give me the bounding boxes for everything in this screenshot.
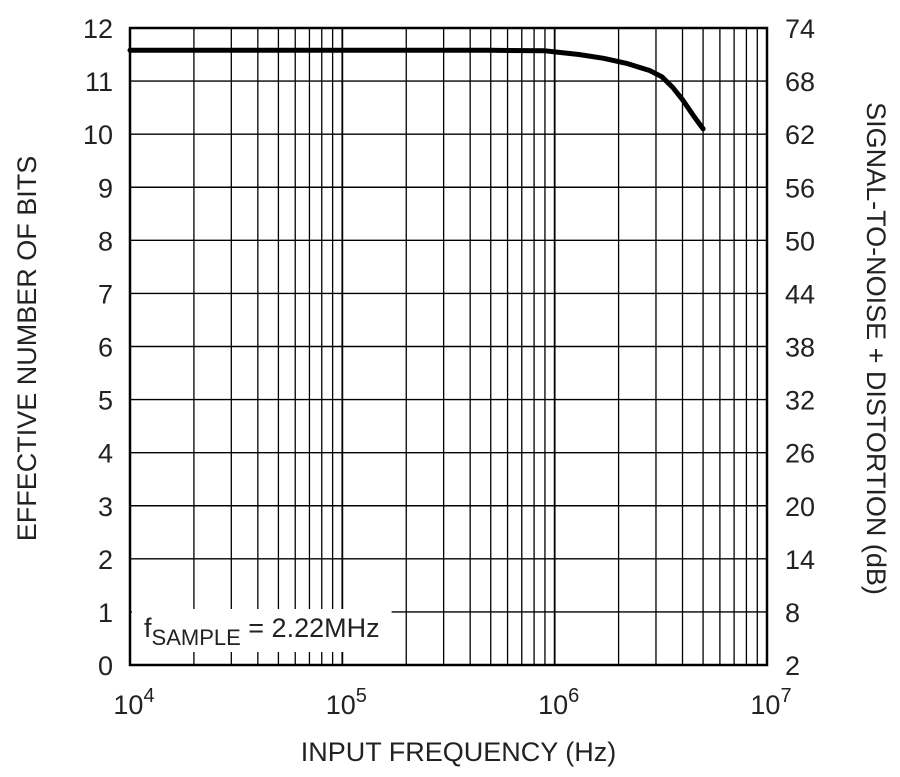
- x-tick-label: 106: [538, 685, 579, 720]
- x-tick-labels: 104 105 106 107: [113, 685, 791, 720]
- y-tick-label: 6: [98, 333, 113, 363]
- x-tick-label: 104: [113, 685, 154, 720]
- y2-tick-label: 74: [785, 14, 815, 44]
- annotation-prefix: f: [144, 613, 152, 643]
- y-tick-label: 0: [98, 651, 113, 681]
- y2-tick-label: 62: [785, 120, 815, 150]
- y2-tick-label: 56: [785, 173, 815, 203]
- y-tick-label: 10: [83, 120, 113, 150]
- x-tick-base: 10: [326, 690, 356, 720]
- y2-tick-label: 50: [785, 226, 815, 256]
- y-tick-label: 4: [98, 439, 113, 469]
- series-line-enob: [127, 47, 706, 132]
- y-tick-label: 3: [98, 492, 113, 522]
- grid-lines: [130, 28, 767, 665]
- x-axis-title: INPUT FREQUENCY (Hz): [301, 737, 617, 767]
- y-tick-label: 1: [98, 598, 113, 628]
- y-tick-label: 7: [98, 279, 113, 309]
- y2-tick-label: 44: [785, 279, 815, 309]
- y2-tick-label: 26: [785, 439, 815, 469]
- x-tick-exponent: 6: [568, 685, 579, 707]
- x-tick-base: 10: [113, 690, 143, 720]
- y-tick-label: 9: [98, 173, 113, 203]
- x-tick-exponent: 4: [143, 685, 154, 707]
- y2-tick-label: 8: [785, 598, 800, 628]
- y-tick-label: 2: [98, 545, 113, 575]
- sample-rate-annotation: fSAMPLE = 2.22MHz: [144, 613, 380, 650]
- y-tick-label: 5: [98, 386, 113, 416]
- x-tick-label: 105: [326, 685, 367, 720]
- x-tick-exponent: 5: [356, 685, 367, 707]
- left-y-axis-title: EFFECTIVE NUMBER OF BITS: [12, 156, 42, 542]
- x-tick-label: 107: [750, 685, 791, 720]
- y2-tick-label: 2: [785, 651, 800, 681]
- annotation-background: [132, 609, 392, 652]
- x-tick-base: 10: [750, 690, 780, 720]
- y-tick-label: 8: [98, 226, 113, 256]
- y2-tick-label: 68: [785, 67, 815, 97]
- y-tick-label: 11: [85, 67, 113, 97]
- right-y-axis-title: SIGNAL-TO-NOISE + DISTORTION (dB): [861, 102, 891, 595]
- right-y-tick-labels: 2 8 14 20 26 32 38 44 50 56 62 68 74: [785, 14, 815, 681]
- y2-tick-label: 38: [785, 333, 815, 363]
- y2-tick-label: 14: [785, 545, 815, 575]
- x-tick-exponent: 7: [780, 685, 791, 707]
- x-tick-base: 10: [538, 690, 568, 720]
- y2-tick-label: 20: [785, 492, 815, 522]
- annotation-subscript: SAMPLE: [152, 625, 241, 650]
- annotation-suffix: = 2.22MHz: [241, 613, 380, 643]
- plot-frame: [128, 26, 769, 667]
- y-tick-label: 12: [83, 14, 113, 44]
- y2-tick-label: 32: [785, 386, 815, 416]
